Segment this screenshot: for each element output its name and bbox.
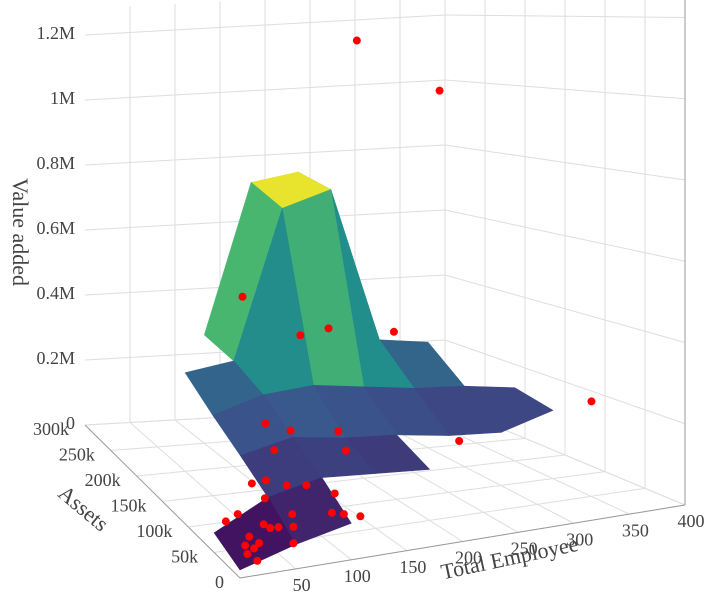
scatter-point	[241, 541, 250, 550]
y-tick-label: 200k	[85, 470, 121, 490]
x-tick-label: 50	[293, 575, 311, 595]
surface	[184, 171, 554, 571]
scatter-point	[255, 539, 264, 548]
x-tick-label: 400	[678, 511, 705, 531]
scatter-point	[286, 426, 295, 435]
tick-labels: 0 0.2M 0.4M 0.6M 0.8M 1M 1.2M 0 50k 100k 150k 200k 2…	[33, 23, 705, 595]
y-tick-label: 50k	[171, 547, 198, 567]
scatter-point	[259, 520, 268, 529]
axis-line	[239, 504, 686, 579]
scatter-point	[289, 539, 298, 548]
x-tick-label: 200	[455, 548, 482, 568]
y-tick-label: 150k	[111, 496, 147, 516]
x-axis-title: Total Employee	[439, 531, 581, 584]
y-tick-label: 0	[215, 572, 224, 592]
scatter-point	[339, 510, 348, 519]
scatter-point	[324, 324, 333, 333]
scatter-point	[289, 522, 298, 531]
scatter-point	[288, 510, 297, 519]
x-tick-label: 100	[344, 566, 371, 586]
scatter-point	[352, 36, 361, 45]
scatter-point	[261, 419, 270, 428]
scatter-point	[330, 489, 339, 498]
z-tick-label: 1M	[50, 88, 75, 108]
scatter-point	[435, 86, 444, 95]
scatter-point	[221, 517, 230, 526]
scatter-point	[233, 510, 242, 519]
scatter-point	[296, 331, 305, 340]
scatter-point	[253, 556, 262, 565]
axis-line	[84, 424, 241, 579]
scatter-point	[243, 549, 252, 558]
scatter-point	[270, 446, 279, 455]
x-tick-label: 350	[622, 520, 649, 540]
scatter-point	[389, 327, 398, 336]
scatter-point	[247, 479, 256, 488]
y-tick-label: 300k	[33, 419, 69, 439]
scatter-point	[327, 508, 336, 517]
grid	[84, 0, 686, 579]
scatter-point	[260, 494, 269, 503]
z-tick-label: 0.8M	[36, 153, 75, 173]
scatter-point	[455, 436, 464, 445]
x-tick-label: 250	[511, 539, 538, 559]
z-tick-label: 0.2M	[36, 348, 75, 368]
scatter-point	[587, 397, 596, 406]
x-tick-label: 300	[566, 529, 593, 549]
y-tick-label: 250k	[59, 445, 95, 465]
z-axis-title: Value added	[8, 178, 33, 286]
scatter-point	[266, 524, 275, 533]
scatter-point	[274, 523, 283, 532]
grid-line	[162, 454, 566, 502]
scatter-point	[250, 544, 259, 553]
scatter-point	[334, 427, 343, 436]
scatter-point	[282, 481, 291, 490]
z-tick-label: 1.2M	[36, 23, 75, 43]
scatter-point	[245, 532, 254, 541]
scatter-point	[261, 476, 270, 485]
x-tick-label: 150	[399, 557, 426, 577]
scatter-point	[356, 512, 365, 521]
scatter	[221, 36, 596, 565]
z-tick-label: 0.6M	[36, 218, 75, 238]
scatter-point	[238, 292, 247, 301]
scatter-point	[341, 446, 350, 455]
y-tick-label: 100k	[136, 521, 172, 541]
z-tick-label: 0.4M	[36, 283, 75, 303]
z-tick-label: 0	[66, 413, 75, 433]
scatter-point	[302, 481, 311, 490]
